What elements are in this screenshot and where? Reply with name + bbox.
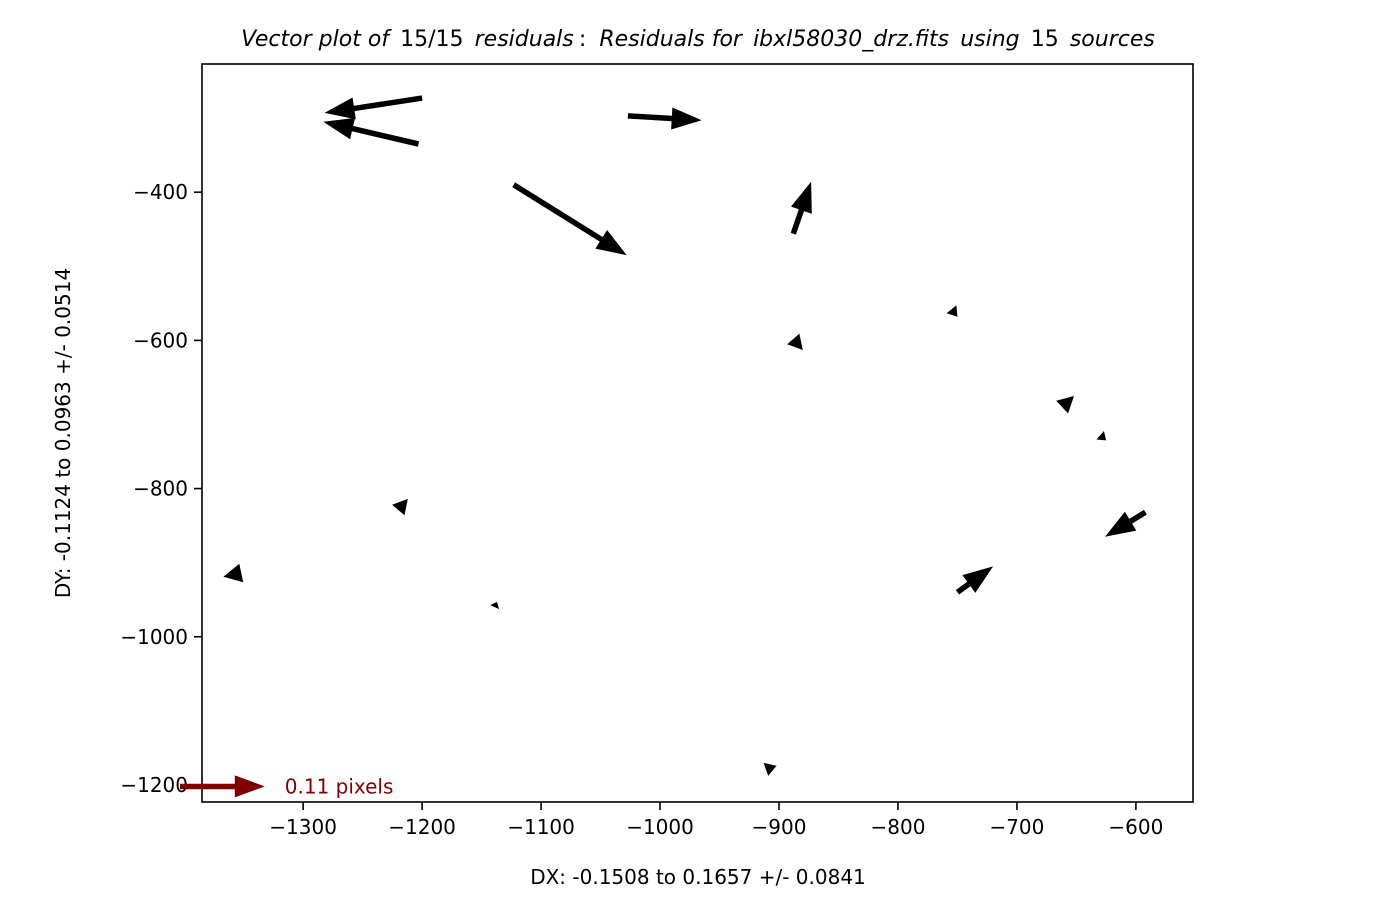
- residual-vector-arrow: [490, 601, 500, 610]
- residual-vector-arrow: [1056, 396, 1074, 414]
- x-tick-label: −700: [989, 815, 1044, 839]
- residual-vector-arrow: [763, 762, 777, 776]
- residual-vectors: [223, 95, 1147, 776]
- residual-vector-arrow: [946, 305, 958, 317]
- quiver-key: 0.11 pixels: [180, 774, 393, 798]
- title-residuals-for: Residuals for: [599, 27, 744, 52]
- plot-area-frame: [201, 63, 1194, 803]
- title-middle: residuals: [475, 27, 574, 52]
- x-tick-label: −900: [752, 815, 807, 839]
- x-axis-label: DX: -0.1508 to 0.1657 +/- 0.0841: [530, 865, 866, 889]
- title-using: using: [960, 27, 1019, 52]
- y-axis-ticks: −400 −600 −800 −1000 −1200: [120, 180, 202, 797]
- x-axis-ticks: −1300 −1200 −1100 −1000 −900 −800 −700 −600: [269, 802, 1163, 839]
- quiver-key-arrow: [180, 775, 265, 798]
- x-tick-label: −1000: [626, 815, 694, 839]
- chart-title: Vector plot of 15/15 residuals : Residua…: [241, 27, 1155, 52]
- residual-vector-arrow: [1105, 509, 1147, 537]
- x-tick-label: −1200: [388, 815, 456, 839]
- residual-vector-arrow: [790, 181, 812, 235]
- residual-vector-arrow: [324, 95, 423, 120]
- y-tick-label: −800: [133, 477, 188, 501]
- x-tick-label: −1100: [507, 815, 575, 839]
- residual-vector-arrow: [1096, 431, 1107, 441]
- residual-vector-arrow: [323, 117, 420, 147]
- title-prefix: Vector plot of: [241, 27, 392, 52]
- residual-vector-arrow: [512, 182, 627, 256]
- y-axis-label: DY: -0.1124 to 0.0963 +/- 0.0514: [51, 268, 75, 598]
- quiver-key-label: 0.11 pixels: [285, 774, 394, 798]
- y-tick-label: −400: [133, 180, 188, 204]
- residual-vector-arrow: [627, 107, 702, 130]
- x-tick-label: −600: [1108, 815, 1163, 839]
- residual-vector-arrow: [787, 333, 803, 350]
- residual-vector-arrow: [223, 563, 244, 583]
- title-file-name: ibxl58030_drz.fits: [753, 27, 949, 52]
- title-colon: :: [579, 27, 586, 52]
- residual-vector-arrow: [955, 566, 994, 595]
- title-fraction: 15/15: [400, 27, 463, 52]
- y-tick-label: −600: [133, 328, 188, 352]
- title-sources: sources: [1070, 27, 1155, 52]
- title-source-count: 15: [1031, 27, 1059, 52]
- x-tick-label: −800: [870, 815, 925, 839]
- y-tick-label: −1200: [120, 773, 188, 797]
- residual-vector-arrow: [392, 498, 408, 516]
- x-tick-label: −1300: [269, 815, 337, 839]
- y-tick-label: −1000: [120, 625, 188, 649]
